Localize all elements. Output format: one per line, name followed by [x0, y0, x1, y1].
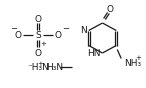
Text: O: O: [34, 48, 41, 57]
Text: −: −: [62, 24, 69, 34]
Text: S: S: [35, 32, 41, 40]
Text: HN: HN: [87, 49, 100, 59]
Text: +: +: [40, 42, 46, 48]
Text: O: O: [54, 32, 61, 40]
Text: O: O: [14, 32, 21, 40]
Text: −: −: [10, 24, 17, 34]
Text: O: O: [34, 15, 41, 23]
Text: ⁻H₃N: ⁻H₃N: [28, 64, 50, 73]
Text: +: +: [37, 62, 43, 67]
Text: O: O: [107, 5, 114, 15]
Text: N: N: [80, 26, 87, 35]
Text: +: +: [135, 55, 141, 61]
Text: H₃N: H₃N: [46, 64, 63, 73]
Text: NH₃: NH₃: [124, 59, 141, 68]
